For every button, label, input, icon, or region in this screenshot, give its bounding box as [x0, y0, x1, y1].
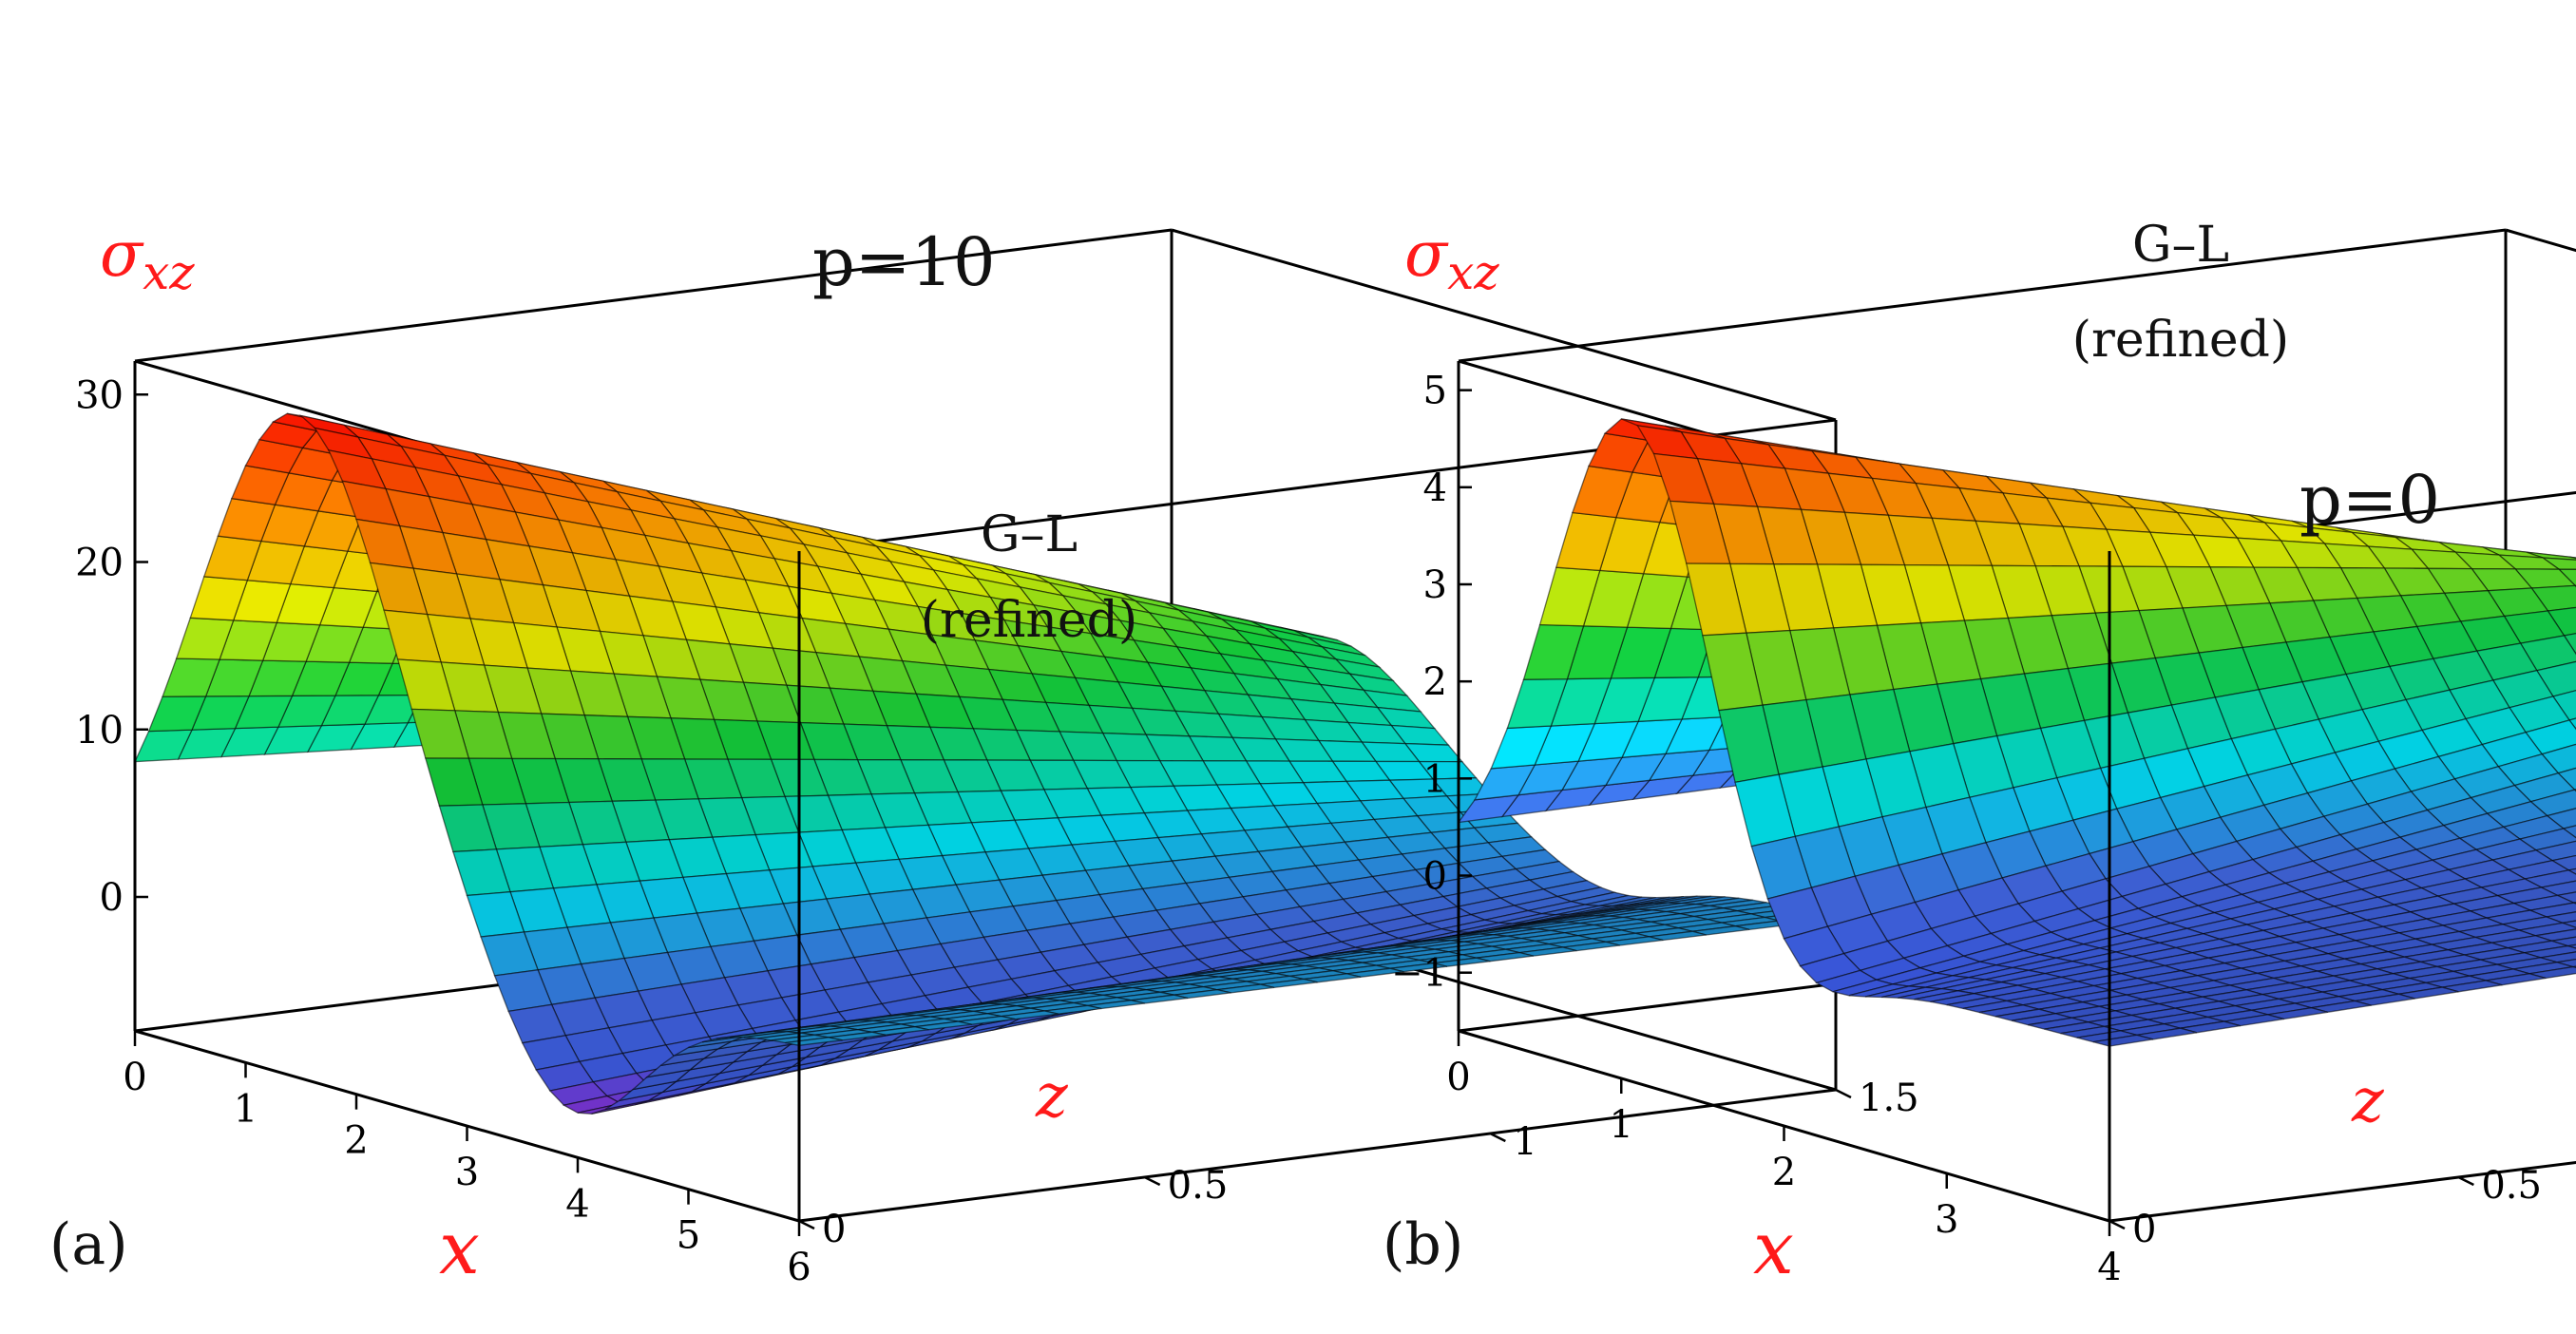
panel-a-z-tick	[1144, 1175, 1161, 1187]
panel-a-value-tick-label: 20	[75, 542, 124, 585]
panel-b-value-tick-label: 2	[1423, 660, 1447, 704]
panel-a-box-edge	[798, 1088, 1837, 1223]
panel-a-value-tick-label: 10	[75, 709, 124, 753]
panel-b-ylabel: z	[2351, 1066, 2385, 1136]
panel-a-x-tick-label: 5	[677, 1214, 700, 1258]
panel-a-zlabel: σxz	[100, 218, 195, 300]
panel-a-x-tick-label: 4	[565, 1182, 589, 1226]
panel-b-xlabel: x	[1753, 1206, 1794, 1290]
panel-b-z-tick-label: 0.5	[2481, 1164, 2542, 1208]
panel-a-z-tick-label: 0	[822, 1208, 846, 1251]
panel-b-value-tick-label: 3	[1423, 563, 1447, 607]
panel-a-x-tick-label: 6	[787, 1246, 811, 1289]
panel-a-z-tick-label: 0.5	[1168, 1164, 1229, 1208]
panel-b-texts: σxz G–L (refined) p=0 x z (b)	[1383, 217, 2440, 1290]
panel-b-method-line1: G–L	[2132, 217, 2229, 274]
panel-b-x-tick-label: 0	[1446, 1056, 1470, 1099]
panel-b-box-edge	[2109, 1161, 2576, 1223]
panel-a-x-tick-label: 1	[234, 1087, 258, 1131]
panel-a-z-tick	[1835, 1088, 1852, 1099]
panel-b-value-ticks: −1 0 1 2 3 4 5	[1391, 370, 1472, 996]
panel-a-value-tick-label: 30	[75, 373, 124, 417]
panel-b-value-tick-label: 0	[1423, 855, 1447, 899]
panel-b-box-edge	[2505, 228, 2576, 253]
panel-a-value-tick-label: 0	[100, 876, 124, 920]
panel-a-value-ticks: 0 10 20 30	[75, 373, 148, 920]
panel-a-texts: σxz p=10 G–L (refined) x z (a)	[49, 218, 1137, 1290]
panel-b-z-tick-label: 0	[2132, 1208, 2156, 1251]
panel-b-z-ticks: 00.511.5	[2109, 1164, 2542, 1251]
panel-b-box-edge	[1458, 228, 2507, 363]
panel-b-value-tick-label: 5	[1423, 370, 1447, 413]
panel-b-surface	[1457, 418, 2576, 1047]
panel-a-box-front	[133, 361, 801, 1221]
panel-a-x-tick-label: 3	[455, 1151, 479, 1194]
panel-b-method-line2: (refined)	[2072, 312, 2289, 369]
panel-a-x-tick-label: 2	[344, 1119, 368, 1163]
panel-a-ylabel: z	[1035, 1061, 1069, 1132]
panel-a-z-tick-label: 1	[1513, 1120, 1536, 1164]
panel-b-value-tick-label: −1	[1391, 952, 1447, 996]
panel-b-value-tick-label: 1	[1423, 757, 1447, 801]
panel-a-x-tick-label: 0	[123, 1056, 146, 1099]
panel-a-param: p=10	[812, 223, 996, 301]
panel-b-label: (b)	[1383, 1211, 1463, 1278]
panel-a-x-ticks: 0 1 2 3 4 5 6	[123, 1031, 811, 1289]
panel-b-zlabel: σxz	[1404, 218, 1499, 300]
panel-a-z-tick	[798, 1219, 815, 1230]
panel-b-param: p=0	[2299, 461, 2440, 539]
panel-b-x-tick-label: 4	[2097, 1246, 2121, 1289]
panel-a-method-line1: G–L	[981, 506, 1078, 563]
panel-a-z-ticks: 0 0.5 1 1.5	[798, 1077, 1919, 1251]
panel-b-x-tick-label: 3	[1935, 1198, 1958, 1242]
panel-b-box-front	[1457, 361, 2111, 1221]
panel-a-label: (a)	[49, 1211, 128, 1278]
panel-a-surface	[133, 412, 1837, 1115]
panel-a-z-tick-label: 1.5	[1859, 1077, 1919, 1120]
panel-a-box-edge	[1171, 228, 1837, 422]
panel-a-method-line2: (refined)	[921, 592, 1137, 649]
panel-b-value-tick-label: 4	[1423, 467, 1447, 510]
panel-a-z-tick	[1489, 1132, 1506, 1143]
panel-b-z-tick	[2457, 1175, 2474, 1187]
panel-b-x-tick-label: 2	[1772, 1151, 1796, 1194]
panel-a-xlabel: x	[439, 1206, 480, 1290]
panel-a-box-edge	[134, 228, 1173, 363]
panel-b-z-tick	[2109, 1219, 2126, 1230]
panel-b-x-tick-label: 1	[1610, 1103, 1633, 1147]
